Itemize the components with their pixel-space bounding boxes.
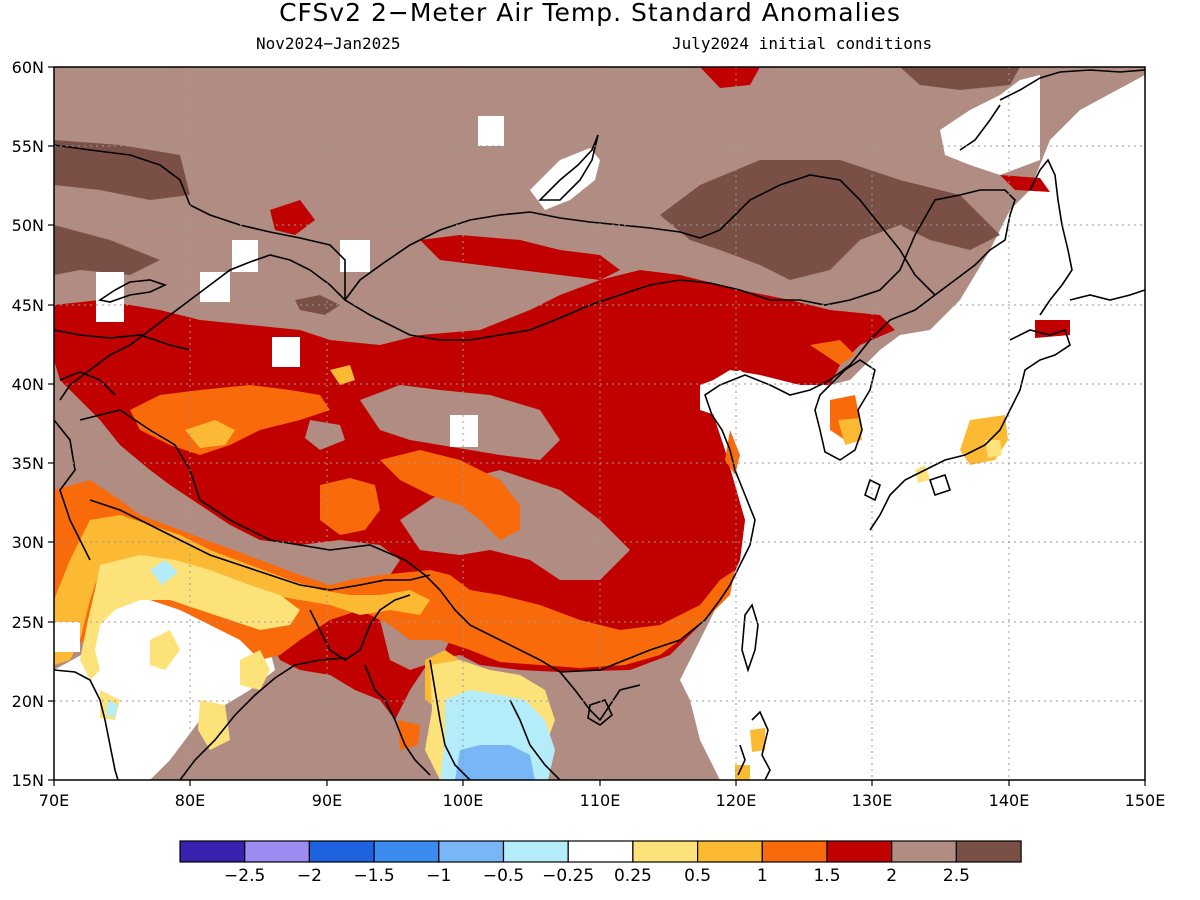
philippines-coast [737,710,771,780]
lat-label: 15N [12,771,44,790]
lat-label: 55N [12,137,44,156]
tick-marks [48,66,1146,786]
lat-label: 45N [12,296,44,315]
colorbar-label: −1.5 [353,866,394,886]
bangladesh-myanmar-border [309,594,431,776]
anomaly-gt-2p5 [54,67,1020,315]
lat-label: 20N [12,692,44,711]
lat-label: 40N [12,375,44,394]
lon-label: 90E [312,791,342,810]
longitude-labels: 70E 80E 90E 100E 110E 120E 130E 140E 150… [39,791,1166,810]
central-asia-borders [54,329,191,561]
colorbar-label: −0.5 [483,866,524,886]
lat-label: 25N [12,613,44,632]
colorbar-swatch [438,840,505,863]
colorbar-swatch [632,840,699,863]
colorbar-label: −1 [426,866,451,886]
colorbar-swatch [567,840,634,863]
lake-balkhash [97,279,168,303]
korea-coast [814,359,876,461]
mongolia-border [344,174,936,301]
colorbar-swatch [826,840,893,863]
lon-label: 130E [852,791,893,810]
colorbar-label: 1 [757,866,768,886]
colorbar-label: −0.25 [542,866,594,886]
lake-baikal [538,134,599,201]
kazakhstan-border [54,144,346,300]
anomaly-field [54,67,1145,780]
colorbar-label: 2 [886,866,897,886]
colorbar-swatch [891,840,958,863]
lon-label: 80E [175,791,205,810]
siberian-coast [959,69,1145,301]
masked-cells [54,75,1040,652]
colorbar-swatch [955,840,1022,863]
hainan-coast [587,699,613,726]
ocean-area [680,75,1145,780]
lat-label: 50N [12,216,44,235]
coastlines-and-borders [54,69,1145,780]
gridlines [54,67,1145,780]
colorbar: −2.5 −2 −1.5 −1 −0.5 −0.25 0.25 0.5 1 1.5 2 2.5 [179,840,1022,886]
india-coast [54,657,346,780]
japan-coast [864,328,1071,531]
china-border [59,189,1016,673]
colorbar-swatch [308,840,375,863]
lat-label: 30N [12,533,44,552]
colorbar-swatch [244,840,310,863]
map-title: CFSv2 2−Meter Air Temp. Standard Anomali… [279,0,901,27]
colorbar-swatch [502,840,569,863]
lon-label: 120E [716,791,757,810]
lat-label: 35N [12,454,44,473]
colorbar-label: 0.5 [684,866,711,886]
colorbar-label: 1.5 [813,866,840,886]
lon-label: 110E [580,791,621,810]
colorbar-label: −2 [297,866,322,886]
lon-label: 150E [1125,791,1166,810]
colorbar-label: −2.5 [224,866,265,886]
lon-label: 70E [39,791,69,810]
anomaly-1-to-1p5 [54,340,860,750]
valid-period: Nov2024−Jan2025 [256,34,401,53]
lon-label: 100E [443,791,484,810]
colorbar-swatch [696,840,763,863]
colorbar-label: 0.25 [614,866,652,886]
colorbar-swatch [373,840,440,863]
himalaya-border [89,499,431,591]
lat-label: 60N [12,58,44,77]
lon-label: 140E [989,791,1030,810]
colorbar-swatch [761,840,828,863]
southeast-asia-coast [429,659,641,780]
colorbar-swatch [179,840,246,863]
colorbar-label: 2.5 [943,866,970,886]
initial-conditions: July2024 initial conditions [672,34,933,53]
latitude-labels: 60N 55N 50N 45N 40N 35N 30N 25N 20N 15N [12,58,44,790]
anomaly-m0p5-to-m1 [455,745,535,780]
taiwan-coast [741,603,759,673]
